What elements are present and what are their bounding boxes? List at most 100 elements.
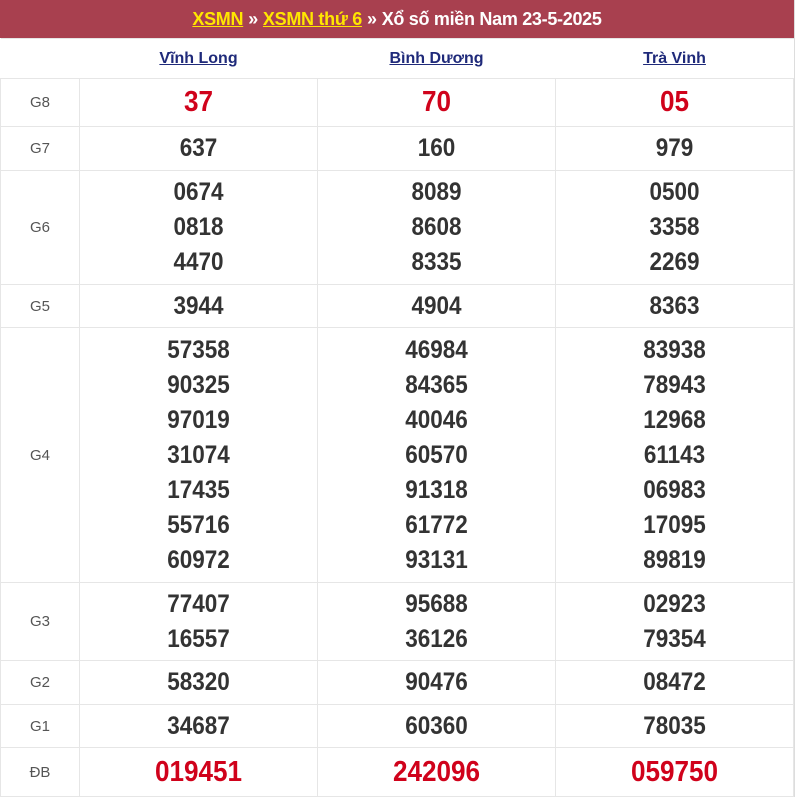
prize-number: 55716 [167, 510, 230, 539]
prize-number: 95688 [405, 589, 468, 618]
prize-number: 059750 [630, 755, 719, 788]
prize-row-g3: G3 77407 16557 95688 36126 02923 79354 [0, 582, 794, 661]
prize-cell: 4904 [317, 284, 556, 328]
prize-number: 58320 [167, 668, 230, 696]
prize-number: 46984 [405, 335, 468, 364]
prize-number: 2269 [649, 248, 700, 276]
prize-row-g2: G2 58320 90476 08472 [0, 660, 794, 705]
prize-number: 4470 [173, 248, 224, 276]
prize-number: 84365 [405, 370, 468, 399]
prize-cell: 0500 3358 2269 [555, 170, 794, 285]
prize-number: 90325 [167, 370, 230, 399]
prize-number: 4904 [411, 291, 462, 320]
prize-number: 16557 [167, 624, 230, 653]
prize-cell: 95688 36126 [317, 582, 556, 661]
province-link[interactable]: Trà Vinh [643, 49, 706, 67]
empty-cell [0, 38, 80, 79]
province-link[interactable]: Vĩnh Long [159, 49, 238, 67]
prize-cell: 02923 79354 [555, 582, 794, 661]
prize-cell: 3944 [79, 284, 318, 328]
prize-number: 79354 [643, 624, 706, 653]
prize-number: 17435 [167, 475, 230, 504]
prize-row-g5: G5 3944 4904 8363 [0, 284, 794, 328]
prize-cell: 70 [317, 78, 556, 127]
province-row: Vĩnh Long Bình Dương Trà Vinh [0, 38, 794, 79]
breadcrumb-separator: » [366, 8, 377, 29]
prize-number: 019451 [154, 755, 243, 788]
prize-cell: 637 [79, 126, 318, 171]
results-header: XSMN » XSMN thứ 6 » Xổ số miền Nam 23-5-… [0, 0, 794, 38]
prize-number: 06983 [643, 475, 706, 504]
results-table: Vĩnh Long Bình Dương Trà Vinh G8 37 70 05 G7… [0, 38, 794, 797]
prize-number: 90476 [405, 668, 468, 696]
prize-number: 60360 [405, 711, 468, 740]
prize-cell: 90476 [317, 660, 556, 705]
prize-cell: 0674 0818 4470 [79, 170, 318, 285]
prize-number: 36126 [405, 624, 468, 653]
prize-cell: 57358 90325 97019 31074 17435 55716 60972 [79, 327, 318, 583]
prize-number: 8608 [411, 213, 462, 241]
prize-cell: 83938 78943 12968 61143 06983 17095 89819 [555, 327, 794, 583]
prize-label: G8 [0, 78, 80, 127]
prize-number: 70 [421, 86, 452, 118]
province-cell: Bình Dương [317, 38, 556, 79]
prize-row-g8: G8 37 70 05 [0, 78, 794, 127]
prize-label: G3 [0, 582, 80, 661]
prize-number: 77407 [167, 589, 230, 618]
prize-row-g6: G6 0674 0818 4470 8089 8608 8335 0500 3358 2269 [0, 170, 794, 285]
prize-label: G2 [0, 660, 80, 705]
prize-number: 61143 [643, 440, 706, 469]
prize-number: 0500 [649, 178, 700, 206]
prize-row-đb: ĐB 019451 242096 059750 [0, 747, 794, 797]
prize-number: 242096 [392, 755, 481, 788]
prize-cell: 8089 8608 8335 [317, 170, 556, 285]
prize-number: 637 [179, 134, 218, 162]
prize-cell: 160 [317, 126, 556, 171]
prize-number: 60570 [405, 440, 468, 469]
prize-row-g1: G1 34687 60360 78035 [0, 704, 794, 748]
prize-number: 91318 [405, 475, 468, 504]
prize-number: 61772 [405, 510, 468, 539]
prize-number: 3944 [173, 291, 224, 320]
prize-cell: 05 [555, 78, 794, 127]
prize-cell: 77407 16557 [79, 582, 318, 661]
prize-label: ĐB [0, 747, 80, 797]
prize-cell: 46984 84365 40046 60570 91318 61772 93131 [317, 327, 556, 583]
prize-label: G5 [0, 284, 80, 328]
prize-number: 12968 [643, 405, 706, 434]
prize-number: 60972 [167, 545, 230, 574]
prize-number: 83938 [643, 335, 706, 364]
prize-number: 78943 [643, 370, 706, 399]
prize-cell: 58320 [79, 660, 318, 705]
prize-number: 0818 [173, 213, 224, 241]
prize-number: 40046 [405, 405, 468, 434]
breadcrumb-separator: » [248, 8, 258, 29]
prize-number: 57358 [167, 335, 230, 364]
prize-number: 37 [183, 86, 214, 118]
prize-cell: 242096 [317, 747, 556, 797]
province-cell: Trà Vinh [555, 38, 794, 79]
prize-number: 97019 [167, 405, 230, 434]
prize-number: 05 [659, 86, 690, 118]
prize-label: G4 [0, 327, 80, 583]
prize-number: 3358 [649, 213, 700, 241]
xsmn-friday-link[interactable]: XSMN thứ 6 [262, 8, 362, 29]
prize-number: 78035 [643, 711, 706, 740]
prize-row-g7: G7 637 160 979 [0, 126, 794, 171]
prize-number: 0674 [173, 178, 224, 206]
province-link[interactable]: Bình Dương [389, 49, 484, 67]
prize-number: 89819 [643, 545, 706, 574]
results-title: Xổ số miền Nam 23-5-2025 [381, 8, 602, 29]
prize-row-g4: G4 57358 90325 97019 31074 17435 55716 60972 469… [0, 327, 794, 583]
prize-number: 8335 [411, 248, 462, 276]
xsmn-link[interactable]: XSMN [192, 8, 244, 29]
prize-cell: 34687 [79, 704, 318, 748]
prize-number: 08472 [643, 668, 706, 696]
prize-number: 02923 [643, 589, 706, 618]
prize-cell: 979 [555, 126, 794, 171]
prize-number: 8089 [411, 178, 462, 206]
prize-number: 31074 [167, 440, 230, 469]
prize-cell: 37 [79, 78, 318, 127]
prize-cell: 8363 [555, 284, 794, 328]
